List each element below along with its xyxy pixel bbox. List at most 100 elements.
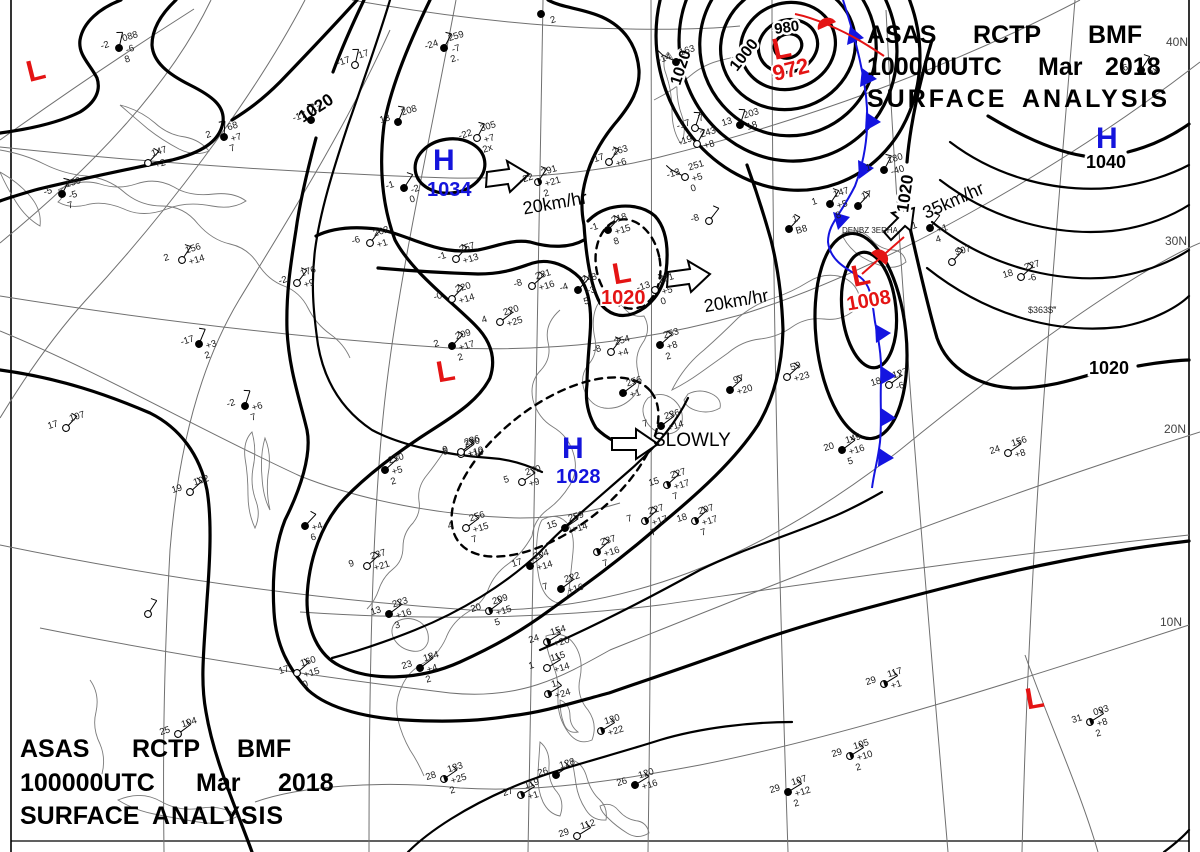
svg-text:5: 5: [441, 446, 449, 458]
svg-text:+15: +15: [302, 666, 321, 681]
svg-text:15: 15: [545, 518, 558, 532]
svg-text:$07: $07: [954, 243, 972, 258]
svg-text:2: 2: [456, 352, 464, 364]
svg-text:259: 259: [567, 509, 585, 524]
svg-text:150: 150: [64, 175, 82, 190]
svg-text:29: 29: [557, 826, 570, 840]
svg-text:+23: +23: [792, 370, 811, 385]
svg-text:128: 128: [558, 756, 576, 771]
svg-text:236: 236: [663, 407, 681, 422]
svg-text:8: 8: [612, 236, 620, 248]
svg-text:257: 257: [458, 240, 476, 255]
svg-text:160: 160: [299, 654, 317, 669]
svg-text:2: 2: [854, 762, 862, 774]
svg-text:227: 227: [647, 502, 665, 517]
svg-text:105: 105: [852, 737, 870, 752]
svg-text:-2: -2: [225, 397, 236, 410]
svg-text:-40: -40: [889, 163, 905, 178]
svg-text:-2: -2: [99, 39, 110, 52]
svg-text:-22: -22: [518, 171, 534, 186]
svg-text:7: 7: [249, 412, 257, 424]
svg-text:305: 305: [479, 119, 497, 134]
svg-text:+14: +14: [570, 521, 589, 536]
svg-text:0: 0: [301, 679, 309, 691]
svg-text:248: 248: [580, 271, 598, 286]
svg-text:28: 28: [424, 769, 437, 783]
svg-text:+1: +1: [375, 237, 389, 251]
svg-text:7: 7: [699, 527, 707, 539]
svg-text:+9: +9: [302, 277, 316, 291]
svg-text:ANALYSIS: ANALYSIS: [152, 802, 284, 830]
svg-text:-22: -22: [457, 127, 473, 142]
svg-text:8: 8: [123, 54, 131, 66]
svg-text:220: 220: [454, 280, 472, 295]
svg-text:13: 13: [378, 112, 391, 126]
svg-text:156: 156: [184, 241, 202, 256]
svg-text:2: 2: [664, 351, 672, 363]
svg-text:+15: +15: [613, 223, 632, 238]
svg-text:+1: +1: [526, 789, 540, 803]
svg-text:40N: 40N: [1166, 35, 1188, 49]
svg-text:SLOWLY: SLOWLY: [653, 430, 731, 451]
svg-text:+17: +17: [700, 514, 719, 529]
svg-text:-17: -17: [291, 109, 307, 124]
svg-text:H: H: [1096, 122, 1118, 155]
svg-text:120: 120: [637, 766, 655, 781]
svg-text:+14: +14: [535, 559, 554, 574]
svg-text:+17: +17: [672, 478, 691, 493]
svg-text:163: 163: [678, 43, 696, 58]
svg-text:281: 281: [534, 267, 552, 282]
svg-text:20km/hr: 20km/hr: [702, 285, 770, 316]
svg-text:BMF: BMF: [237, 735, 291, 763]
svg-text:7: 7: [697, 112, 705, 124]
svg-text:223: 223: [391, 595, 409, 610]
svg-text:+8: +8: [1095, 716, 1109, 730]
svg-text:68: 68: [226, 120, 239, 134]
svg-text:115: 115: [549, 649, 567, 664]
svg-text:+7: +7: [229, 131, 243, 145]
svg-text:2: 2: [204, 129, 212, 141]
svg-text:7: 7: [671, 491, 679, 503]
svg-text:100000UTC: 100000UTC: [867, 53, 1002, 81]
svg-text:8: 8: [834, 210, 842, 222]
svg-text:1020: 1020: [1089, 358, 1129, 378]
svg-text:5: 5: [502, 474, 510, 486]
svg-text:2: 2: [549, 14, 557, 26]
svg-text:-17: -17: [179, 333, 195, 348]
svg-text:+15: +15: [494, 604, 513, 619]
svg-text:4: 4: [934, 234, 942, 246]
svg-text:+14: +14: [187, 253, 206, 268]
svg-text:5x: 5x: [1146, 64, 1159, 78]
svg-text:17: 17: [46, 418, 59, 432]
svg-text:7: 7: [641, 418, 649, 430]
svg-text:5: 5: [846, 456, 854, 468]
svg-text:5: 5: [582, 296, 590, 308]
svg-text:220: 220: [502, 303, 520, 318]
svg-text:+15: +15: [471, 521, 490, 536]
svg-text:$363$‴: $363$‴: [1028, 305, 1057, 315]
svg-text:-6: -6: [124, 43, 135, 56]
svg-text:25: 25: [158, 724, 171, 738]
svg-text:291: 291: [540, 163, 558, 178]
svg-text:+25: +25: [449, 772, 468, 787]
svg-text:+10: +10: [466, 447, 485, 462]
svg-text:2: 2: [432, 338, 440, 350]
svg-text:H: H: [562, 432, 584, 465]
svg-text:184: 184: [422, 649, 440, 664]
svg-text:1: 1: [550, 678, 558, 690]
svg-text:156: 156: [1010, 434, 1028, 449]
svg-text:237: 237: [369, 547, 387, 562]
svg-text:262: 262: [372, 224, 390, 239]
svg-text:17: 17: [277, 663, 290, 677]
svg-text:+2: +2: [153, 157, 167, 171]
svg-text:7: 7: [470, 534, 478, 546]
svg-text:093: 093: [1092, 703, 1110, 718]
svg-text:SURFACE: SURFACE: [20, 802, 139, 830]
svg-text:20N: 20N: [1164, 422, 1186, 436]
svg-text:18: 18: [869, 375, 882, 389]
svg-text:7: 7: [649, 527, 657, 539]
svg-text:-6: -6: [350, 234, 361, 247]
svg-text:2: 2: [203, 350, 211, 362]
svg-text:-17: -17: [335, 54, 351, 69]
svg-text:230: 230: [387, 451, 405, 466]
